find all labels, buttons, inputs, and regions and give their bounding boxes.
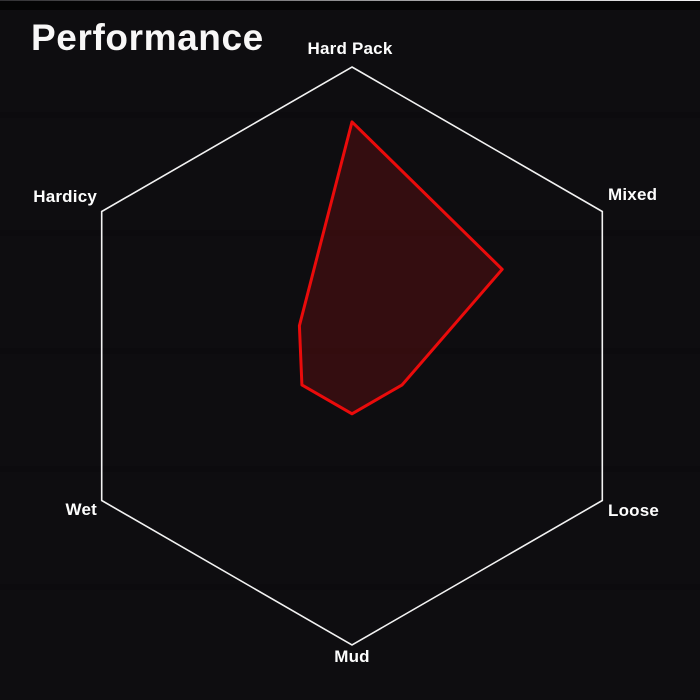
radar-outline-hexagon	[100, 66, 604, 646]
axis-label-hard-pack: Hard Pack	[307, 39, 393, 58]
axis-label-mud: Mud	[334, 647, 370, 666]
page-title: Performance	[31, 17, 264, 58]
axis-label-loose: Loose	[608, 501, 660, 520]
top-bar	[0, 1, 700, 10]
top-hairline	[0, 0, 700, 1]
axis-label-mixed: Mixed	[608, 185, 658, 204]
axis-label-wet: Wet	[65, 500, 97, 519]
axis-label-hardicy: Hardicy	[33, 187, 97, 206]
radar-value-polygon	[297, 120, 504, 416]
